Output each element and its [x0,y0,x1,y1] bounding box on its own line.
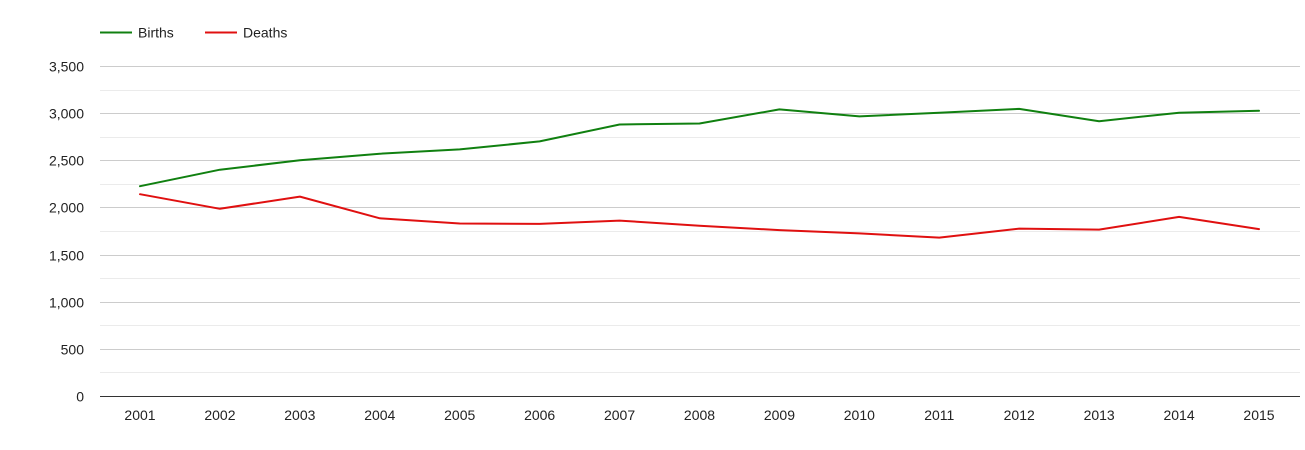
data-point-deaths[interactable] [1016,226,1022,232]
data-point-births[interactable] [1096,118,1102,124]
y-tick-label: 2,500 [49,153,84,169]
data-point-births[interactable] [217,167,223,173]
data-point-deaths[interactable] [457,220,463,226]
y-tick-label: 1,500 [49,248,84,264]
x-tick-label: 2005 [444,407,475,423]
y-tick-label: 0 [76,389,84,405]
data-point-deaths[interactable] [697,223,703,229]
x-tick-label: 2015 [1243,407,1274,423]
data-point-births[interactable] [1176,110,1182,116]
x-tick-label: 2003 [284,407,315,423]
x-tick-label: 2006 [524,407,555,423]
x-axis: 2001 2002 2003 2004 2005 2006 2007 2008 2009 2010… [100,396,1300,423]
x-tick-label: 2011 [924,407,954,423]
data-point-births[interactable] [936,110,942,116]
x-tick-label: 2009 [764,407,795,423]
x-tick-label: 2008 [684,407,715,423]
x-tick-label: 2002 [204,407,235,423]
data-point-births[interactable] [1016,106,1022,112]
data-point-births[interactable] [697,121,703,127]
legend-item-deaths[interactable]: Deaths [205,25,287,41]
data-point-births[interactable] [1256,108,1262,114]
series-layer [137,106,1262,241]
legend-label: Deaths [243,25,287,41]
data-point-births[interactable] [776,106,782,112]
x-tick-label: 2013 [1084,407,1115,423]
x-tick-label: 2014 [1163,407,1194,423]
data-point-births[interactable] [856,113,862,119]
x-tick-label: 2012 [1004,407,1035,423]
x-tick-label: 2004 [364,407,395,423]
data-point-deaths[interactable] [856,230,862,236]
legend-item-births[interactable]: Births [100,25,174,41]
data-point-deaths[interactable] [217,206,223,212]
y-tick-label: 3,500 [49,59,84,75]
data-point-deaths[interactable] [1256,226,1262,232]
y-tick-label: 2,000 [49,200,84,216]
x-tick-label: 2010 [844,407,875,423]
data-point-deaths[interactable] [377,215,383,221]
data-point-deaths[interactable] [1176,214,1182,220]
data-point-births[interactable] [617,121,623,127]
series-line-births [139,107,1260,188]
y-tick-label: 1,000 [49,295,84,311]
x-tick-label: 2007 [604,407,635,423]
data-point-deaths[interactable] [297,194,303,200]
data-point-deaths[interactable] [617,218,623,224]
legend-label: Births [138,25,174,41]
data-point-births[interactable] [377,151,383,157]
data-point-births[interactable] [137,183,143,189]
data-point-deaths[interactable] [137,191,143,197]
data-point-births[interactable] [537,138,543,144]
y-axis: 0 500 1,000 1,500 2,000 2,500 3,000 3,500 [49,59,84,405]
data-point-births[interactable] [297,157,303,163]
grid [100,66,1300,373]
y-tick-label: 500 [61,342,85,358]
x-tick-label: 2001 [124,407,155,423]
data-point-births[interactable] [457,146,463,152]
y-tick-label: 3,000 [49,106,84,122]
data-point-deaths[interactable] [936,235,942,241]
series-line-deaths [139,193,1260,239]
data-point-deaths[interactable] [776,227,782,233]
data-point-deaths[interactable] [537,221,543,227]
data-point-deaths[interactable] [1096,227,1102,233]
legend: Births Deaths [100,25,287,41]
